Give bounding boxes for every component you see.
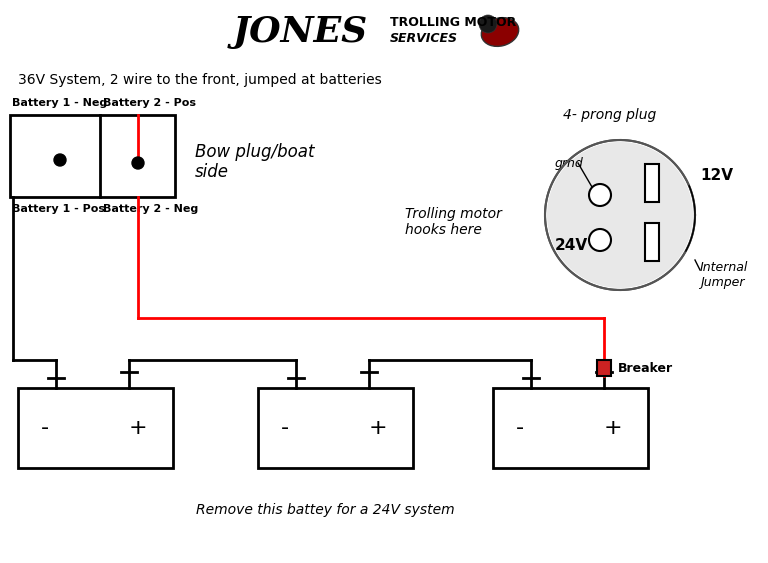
Text: JONES: JONES: [233, 15, 368, 49]
Circle shape: [547, 142, 693, 288]
Text: Battery 1 - Pos: Battery 1 - Pos: [12, 204, 105, 214]
Text: Battery 2 - Neg: Battery 2 - Neg: [103, 204, 198, 214]
Ellipse shape: [482, 17, 518, 46]
Bar: [493, 388, 648, 468]
Text: Internal
Jumper: Internal Jumper: [700, 261, 748, 289]
Text: +: +: [369, 418, 387, 438]
Text: grnd: grnd: [555, 157, 584, 169]
Bar: [597, 360, 611, 376]
Bar: [10, 115, 175, 197]
Text: 24V: 24V: [555, 238, 588, 252]
Text: SERVICES: SERVICES: [390, 32, 458, 44]
Text: 12V: 12V: [700, 168, 733, 182]
Text: 4- prong plug: 4- prong plug: [564, 108, 657, 122]
Text: -: -: [516, 418, 524, 438]
Text: Trolling motor
hooks here: Trolling motor hooks here: [405, 207, 502, 237]
Circle shape: [54, 154, 66, 166]
Bar: [258, 388, 413, 468]
Text: -: -: [41, 418, 49, 438]
Circle shape: [132, 157, 144, 169]
Text: Battery 2 - Pos: Battery 2 - Pos: [103, 98, 196, 108]
Text: -: -: [281, 418, 289, 438]
Text: TROLLING MOTOR: TROLLING MOTOR: [390, 16, 516, 29]
Bar: [645, 164, 659, 202]
Text: +: +: [604, 418, 622, 438]
Text: Remove this battey for a 24V system: Remove this battey for a 24V system: [196, 503, 455, 517]
Text: +: +: [129, 418, 147, 438]
Bar: [18, 388, 173, 468]
Ellipse shape: [479, 15, 497, 33]
Circle shape: [589, 184, 611, 206]
Bar: [645, 223, 659, 261]
Text: 36V System, 2 wire to the front, jumped at batteries: 36V System, 2 wire to the front, jumped …: [18, 73, 382, 87]
Circle shape: [589, 229, 611, 251]
Text: Bow plug/boat
side: Bow plug/boat side: [195, 142, 315, 181]
Text: Breaker: Breaker: [618, 361, 673, 374]
Text: Battery 1 - Neg: Battery 1 - Neg: [12, 98, 108, 108]
